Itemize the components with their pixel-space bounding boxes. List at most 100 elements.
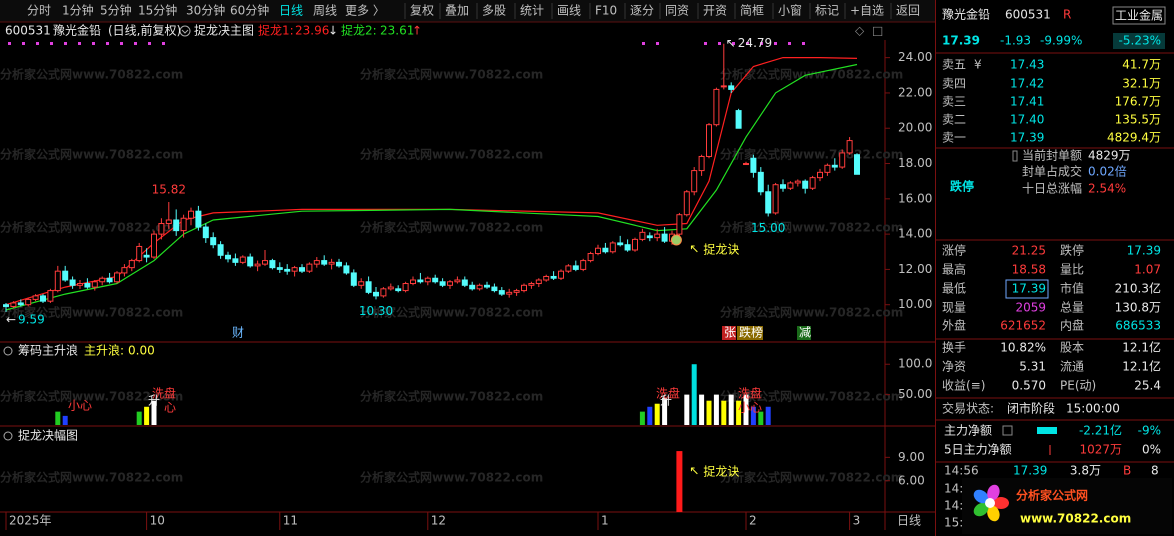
candle-body (558, 270, 564, 279)
tab[interactable]: 分时 (27, 4, 51, 18)
tool-button[interactable]: 画线 (557, 4, 581, 18)
watermark: 分析家公式网www.70822.com (0, 470, 183, 485)
bar (676, 451, 683, 512)
tool-button[interactable]: 复权 (410, 4, 434, 18)
annotation-arrow: ← (6, 312, 16, 326)
candle-body (269, 260, 276, 269)
candle-body (54, 270, 61, 292)
book-price: 17.43 (1010, 58, 1044, 72)
event-tag[interactable]: 减 (799, 326, 811, 340)
tool-button[interactable]: 同资 (665, 4, 689, 18)
tab[interactable]: 更多 〉 (345, 4, 385, 18)
currency-icon: ¥ (974, 58, 982, 72)
candle-body (380, 288, 387, 297)
tool-button[interactable]: 多股 (482, 4, 506, 18)
stat-value: 10.82% (1000, 341, 1046, 355)
candle-body (846, 140, 853, 154)
y-tick-label: 18.00 (898, 156, 932, 170)
signal-dot (8, 42, 11, 45)
candle-body (247, 256, 254, 267)
bar (151, 400, 157, 425)
stat-label: 内盘 (1060, 318, 1084, 333)
icon[interactable] (3, 346, 13, 356)
candle-body (47, 290, 54, 302)
price-annotation: 15.00 (751, 221, 785, 235)
watermark: 分析家公式网www.70822.com (0, 305, 183, 320)
tool-button[interactable]: 小窗 (778, 4, 802, 18)
book-label: 卖一 (942, 131, 966, 145)
candle-body (173, 219, 180, 232)
watermark: 分析家公式网www.70822.com (360, 389, 543, 404)
candle-body (735, 110, 742, 129)
event-tag[interactable]: 财 (232, 326, 244, 340)
candle-body (424, 277, 431, 283)
stat-value: 5.31 (1019, 360, 1046, 374)
icon[interactable]: □ (872, 24, 883, 38)
tab[interactable]: 日线 (279, 4, 303, 18)
candle-body (780, 184, 786, 189)
stat-label: 最高 (942, 262, 966, 277)
seal-value: 2.54% (1088, 182, 1126, 196)
stock-code: 600531 (1005, 8, 1051, 22)
candle-body (328, 261, 335, 265)
tool-button[interactable]: 返回 (896, 4, 920, 18)
book-price: 17.39 (1010, 131, 1044, 145)
candle-body (114, 272, 120, 283)
book-label: 卖五 (942, 58, 966, 72)
candle-body (106, 277, 113, 283)
icon[interactable] (179, 25, 191, 37)
tool-button[interactable]: 逐分 (630, 4, 654, 18)
seal-value: 0.02倍 (1088, 164, 1127, 179)
book-volume: 32.1万 (1122, 77, 1161, 91)
event-tag[interactable]: 跌榜 (739, 325, 763, 340)
tool-button[interactable]: +自选 (850, 4, 884, 18)
tool-button[interactable]: 统计 (520, 4, 544, 18)
tool-button[interactable]: 叠加 (445, 4, 469, 18)
candle-body (306, 263, 313, 272)
candle-body (336, 261, 342, 267)
tab[interactable]: 15分钟 (138, 3, 177, 18)
candle-body (143, 254, 150, 258)
book-volume: 176.7万 (1115, 95, 1161, 109)
candle-body (217, 244, 224, 256)
watermark: 分析家公式网www.70822.com (0, 389, 183, 404)
tab[interactable]: 周线 (313, 4, 337, 18)
stat-value: 17.39 (1127, 244, 1161, 258)
candle-body (817, 171, 823, 179)
tool-button[interactable]: 开资 (703, 4, 727, 18)
y-tick-label: 16.00 (898, 191, 932, 205)
bar (713, 394, 719, 425)
toolbar (0, 0, 935, 22)
legend-value: 0.00 (128, 344, 155, 358)
candle-body (683, 191, 690, 216)
bar (662, 397, 668, 425)
candle-body (543, 275, 550, 281)
bar (691, 364, 697, 425)
tab[interactable]: 5分钟 (100, 3, 132, 18)
tab[interactable]: 30分钟 (186, 3, 225, 18)
bar (144, 406, 150, 425)
change-pct: -9.99% (1040, 34, 1082, 48)
icon[interactable]: ◇ (855, 24, 865, 38)
stat-label: 总量 (1060, 301, 1084, 315)
event-tag[interactable]: 张 (724, 326, 736, 340)
candle-body (646, 235, 653, 239)
candle-body (787, 182, 794, 189)
candle-body (476, 284, 483, 290)
stat-value: 17.39 (1012, 282, 1046, 296)
icon[interactable] (3, 431, 13, 441)
event-tag-bg (722, 326, 736, 340)
candle-body (654, 233, 661, 239)
tool-button[interactable]: 标记 (815, 4, 839, 18)
tool-button[interactable]: 简框 (740, 4, 764, 18)
fund-label: 主力净额 (944, 424, 992, 438)
sector-pct-bg (1113, 33, 1165, 49)
tab[interactable]: 60分钟 (230, 3, 269, 18)
book-price: 17.42 (1010, 77, 1044, 91)
signal-dot (718, 42, 721, 45)
candle-body (62, 270, 69, 281)
tab[interactable]: 1分钟 (62, 3, 94, 18)
tool-button[interactable]: F10 (595, 4, 617, 18)
candle-body (639, 231, 646, 240)
